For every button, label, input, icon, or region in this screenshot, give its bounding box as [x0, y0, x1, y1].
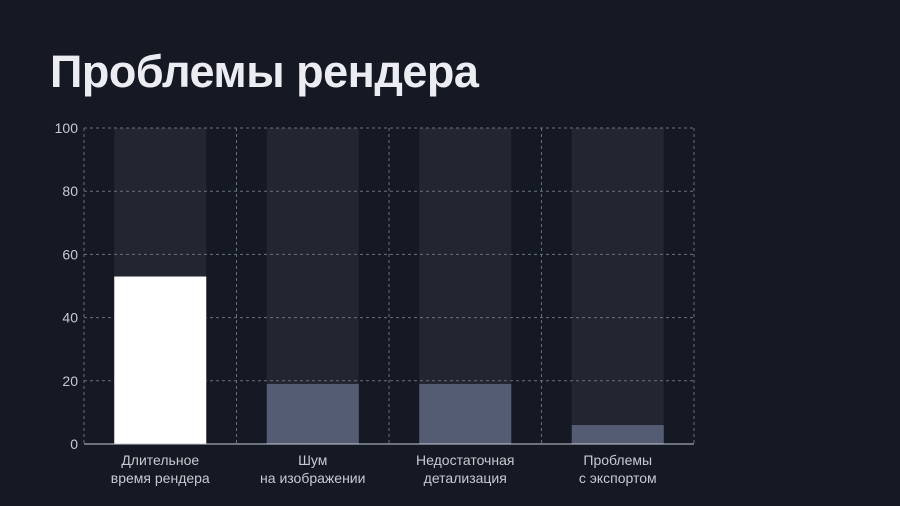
bar-1	[114, 276, 207, 444]
bar-track-4	[571, 128, 664, 444]
x-category-label: Проблемы	[583, 452, 652, 468]
y-tick-label: 80	[62, 183, 78, 199]
y-tick-label: 60	[62, 246, 78, 262]
bar-2	[266, 383, 359, 444]
page-title: Проблемы рендера	[50, 46, 479, 97]
x-category-label: с экспортом	[579, 470, 657, 486]
y-tick-label: 20	[62, 373, 78, 389]
x-category-label: Недостаточная	[416, 452, 514, 468]
y-tick-label: 0	[70, 436, 78, 452]
bar-3	[419, 383, 512, 444]
bar-4	[571, 425, 664, 444]
y-tick-label: 40	[62, 310, 78, 326]
x-category-label: Шум	[298, 452, 327, 468]
x-category-label: Длительное	[121, 452, 199, 468]
x-category-label: на изображении	[260, 470, 365, 486]
y-tick-label: 100	[55, 120, 79, 136]
x-category-label: детализация	[424, 470, 507, 486]
x-category-label: время рендера	[111, 470, 210, 486]
